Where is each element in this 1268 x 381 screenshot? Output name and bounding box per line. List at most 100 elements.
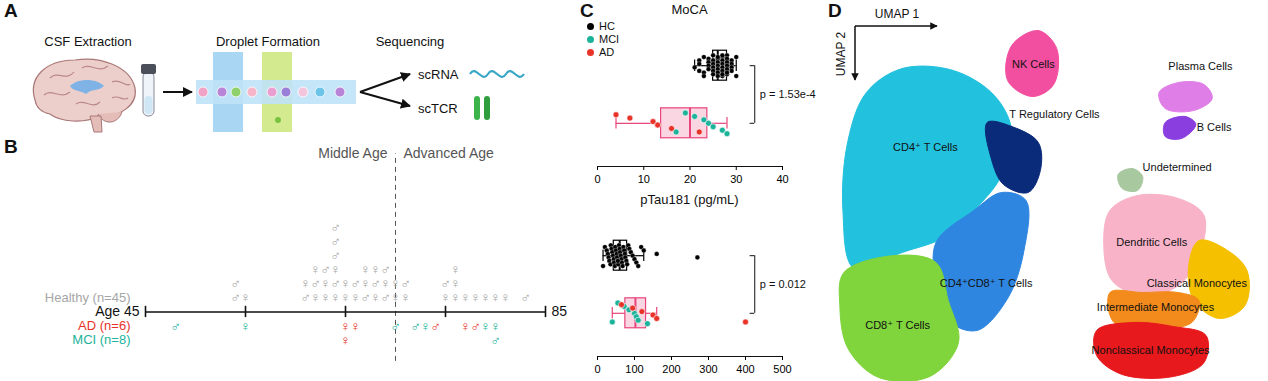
html-text:A: A	[4, 0, 18, 21]
svg-text:10: 10	[638, 173, 650, 185]
svg-text:♂: ♂	[230, 275, 241, 291]
svg-text:♂: ♂	[380, 289, 391, 305]
svg-text:Age 45: Age 45	[95, 303, 140, 319]
svg-text:♀: ♀	[490, 289, 501, 305]
svg-text:400: 400	[736, 363, 754, 375]
svg-text:♀: ♀	[310, 289, 321, 305]
svg-text:CSF Extraction: CSF Extraction	[44, 34, 131, 49]
svg-text:scRNA: scRNA	[418, 67, 459, 82]
svg-text:♀: ♀	[240, 289, 251, 305]
svg-text:300: 300	[699, 363, 717, 375]
svg-text:85: 85	[552, 303, 568, 319]
svg-text:♀: ♀	[390, 275, 401, 291]
svg-text:♀: ♀	[460, 289, 471, 305]
svg-text:♂: ♂	[300, 289, 311, 305]
svg-text:30: 30	[730, 173, 742, 185]
svg-text:♀: ♀	[360, 275, 371, 291]
svg-text:Advanced Age: Advanced Age	[404, 145, 495, 161]
svg-text:CD4⁺ T Cells: CD4⁺ T Cells	[893, 141, 958, 153]
svg-text:♂: ♂	[330, 247, 341, 263]
svg-text:Droplet Formation: Droplet Formation	[216, 34, 320, 49]
svg-text:♀: ♀	[360, 261, 371, 277]
svg-text:500: 500	[773, 363, 791, 375]
svg-text:Classical Monocytes: Classical Monocytes	[1147, 277, 1248, 289]
svg-text:♂: ♂	[410, 318, 421, 334]
svg-text:♀: ♀	[380, 275, 391, 291]
svg-text:♀: ♀	[350, 289, 361, 305]
svg-text:♂: ♂	[490, 332, 501, 348]
svg-text:♂: ♂	[520, 289, 531, 305]
svg-text:CD4⁺CD8⁺ T Cells: CD4⁺CD8⁺ T Cells	[940, 277, 1033, 289]
svg-text:♂: ♂	[370, 275, 381, 291]
svg-text:♀: ♀	[400, 289, 411, 305]
svg-text:♀: ♀	[480, 289, 491, 305]
svg-text:♂: ♂	[470, 318, 481, 334]
svg-text:p = 0.012: p = 0.012	[760, 278, 806, 290]
svg-text:♀: ♀	[500, 289, 511, 305]
svg-text:NK Cells: NK Cells	[1012, 58, 1055, 70]
svg-text:UMAP 2: UMAP 2	[834, 31, 848, 76]
svg-text:♀: ♀	[320, 289, 331, 305]
svg-text:40: 40	[776, 173, 788, 185]
svg-text:Middle Age: Middle Age	[318, 145, 387, 161]
svg-text:♀: ♀	[340, 289, 351, 305]
svg-text:♀: ♀	[340, 275, 351, 291]
svg-text:♀: ♀	[330, 289, 341, 305]
svg-text:♂: ♂	[170, 318, 181, 334]
svg-text:UMAP 1: UMAP 1	[875, 7, 920, 21]
svg-text:♀: ♀	[480, 318, 491, 334]
svg-text:♂: ♂	[440, 275, 451, 291]
svg-text:♂: ♂	[390, 318, 401, 334]
svg-text:T Regulatory Cells: T Regulatory Cells	[1009, 108, 1100, 120]
svg-text:♀: ♀	[440, 289, 451, 305]
svg-text:0: 0	[594, 363, 600, 375]
svg-text:♂: ♂	[400, 275, 411, 291]
svg-text:♀: ♀	[460, 318, 471, 334]
svg-text:♀: ♀	[320, 275, 331, 291]
svg-text:♀: ♀	[350, 318, 361, 334]
svg-text:Plasma Cells: Plasma Cells	[1168, 60, 1233, 72]
svg-text:p = 1.53e-4: p = 1.53e-4	[760, 88, 816, 100]
svg-text:♀: ♀	[310, 261, 321, 277]
svg-text:♀: ♀	[370, 261, 381, 277]
svg-text:Undetermined: Undetermined	[1143, 161, 1212, 173]
svg-text:♂: ♂	[230, 289, 241, 305]
svg-text:CD8⁺ T Cells: CD8⁺ T Cells	[865, 319, 930, 331]
svg-text:MCI (n=8): MCI (n=8)	[72, 332, 130, 347]
svg-text:Nonclassical Monocytes: Nonclassical Monocytes	[1092, 344, 1210, 356]
svg-text:♀: ♀	[450, 261, 461, 277]
html-text:pTau181 (pg/mL): pTau181 (pg/mL)	[640, 192, 739, 207]
svg-text:0: 0	[594, 173, 600, 185]
svg-text:Sequencing: Sequencing	[376, 34, 445, 49]
svg-text:20: 20	[684, 173, 696, 185]
svg-text:Intermediate Monocytes: Intermediate Monocytes	[1097, 301, 1215, 313]
svg-text:AD (n=6): AD (n=6)	[78, 318, 130, 333]
svg-text:♀: ♀	[370, 289, 381, 305]
svg-text:♂: ♂	[330, 275, 341, 291]
svg-text:Healthy (n=45): Healthy (n=45)	[45, 290, 131, 305]
svg-text:♂: ♂	[380, 261, 391, 277]
svg-text:♂: ♂	[430, 318, 441, 334]
svg-text:B Cells: B Cells	[1197, 121, 1232, 133]
svg-text:♀: ♀	[300, 275, 311, 291]
svg-text:200: 200	[662, 363, 680, 375]
svg-text:♂: ♂	[330, 219, 341, 235]
svg-text:♀: ♀	[420, 318, 431, 334]
svg-text:♂: ♂	[350, 275, 361, 291]
html-text:B: B	[4, 136, 18, 157]
svg-text:♀: ♀	[340, 332, 351, 348]
svg-text:100: 100	[625, 363, 643, 375]
svg-text:♂: ♂	[360, 289, 371, 305]
svg-text:scTCR: scTCR	[418, 101, 458, 116]
svg-text:♀: ♀	[390, 289, 401, 305]
svg-text:♀: ♀	[450, 275, 461, 291]
svg-text:♀: ♀	[330, 261, 341, 277]
svg-text:♀: ♀	[450, 289, 461, 305]
svg-text:♀: ♀	[240, 318, 251, 334]
svg-text:Dendritic Cells: Dendritic Cells	[1116, 236, 1187, 248]
svg-text:♂: ♂	[330, 233, 341, 249]
svg-text:♀: ♀	[470, 289, 481, 305]
html-text:MoCA: MoCA	[671, 2, 708, 17]
svg-text:♂: ♂	[320, 261, 331, 277]
svg-text:♂: ♂	[310, 275, 321, 291]
